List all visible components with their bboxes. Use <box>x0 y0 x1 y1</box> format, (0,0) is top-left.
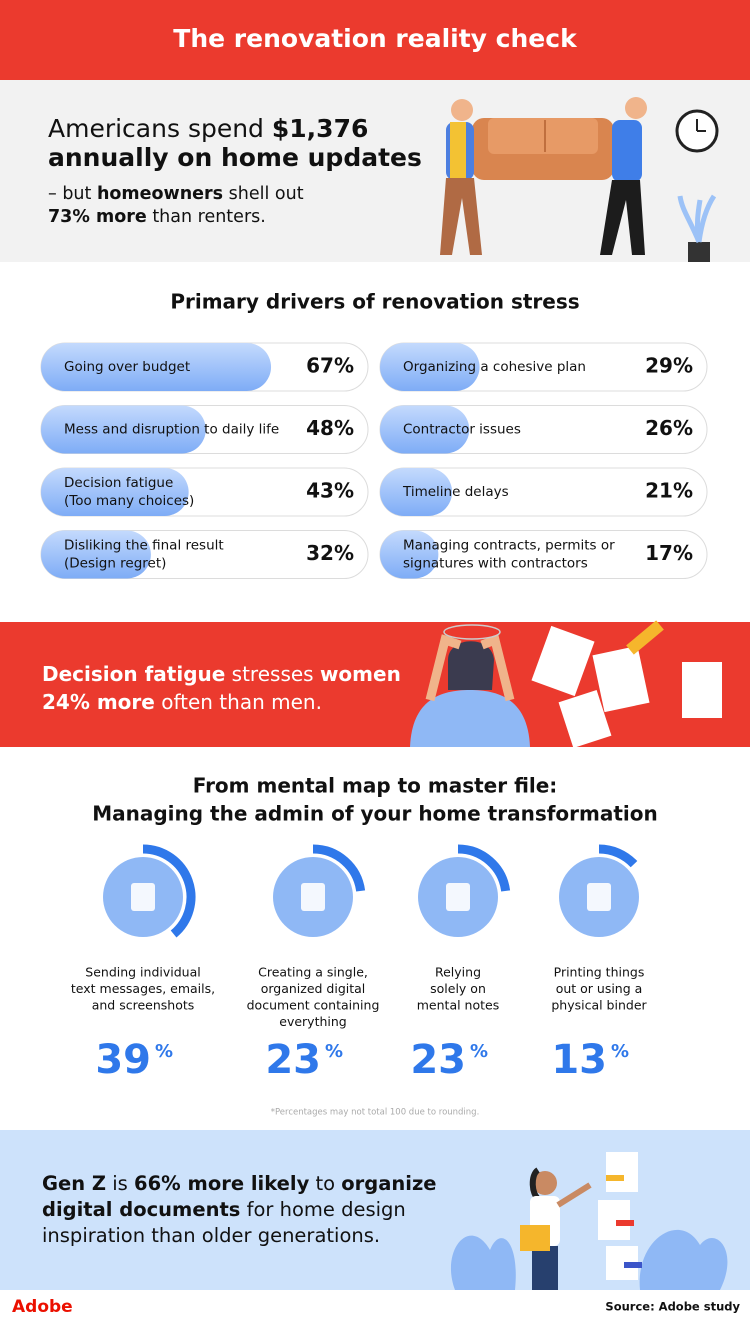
pill-value: 48% <box>306 416 354 440</box>
item-label: physical binder <box>551 998 647 1013</box>
genz-text-run: Gen Z <box>42 1172 106 1195</box>
item-label: Creating a single, <box>258 965 368 980</box>
intro-subtext-run: than renters. <box>147 207 266 227</box>
brand-logo: Adobe <box>12 1297 73 1317</box>
intro-headline-run: annually on home updates <box>48 143 422 172</box>
icon-glyph <box>587 883 611 911</box>
section-title: Managing the admin of your home transfor… <box>92 802 658 826</box>
pill-value: 17% <box>645 541 693 565</box>
pill-label: Disliking the final result <box>64 538 224 554</box>
intro-subtext: 73% more than renters. <box>48 207 266 227</box>
pill-label: Mess and disruption to daily life <box>64 422 279 438</box>
footnote: *Percentages may not total 100 due to ro… <box>271 1108 480 1118</box>
pill-label: signatures with contractors <box>403 556 588 572</box>
intro-subtext-run: homeowners <box>97 184 223 204</box>
pill-bar <box>41 405 206 454</box>
pill-label: (Too many choices) <box>64 493 194 509</box>
item-label: Relying <box>435 965 481 980</box>
icon-glyph <box>131 883 155 911</box>
item-label: and screenshots <box>92 998 195 1013</box>
item-unit: % <box>611 1041 629 1062</box>
genz-text-run: to <box>309 1172 341 1195</box>
pill-value: 21% <box>645 479 693 503</box>
intro-subtext-run: 73% more <box>48 207 147 227</box>
share-arc <box>312 844 366 892</box>
callout-text: 24% more often than men. <box>42 690 322 714</box>
genz-text-run: inspiration than older generations. <box>42 1224 380 1247</box>
intro-subtext-run: – but <box>48 184 97 204</box>
item-label: mental notes <box>417 998 499 1013</box>
pill-bar <box>380 468 453 516</box>
share-arc <box>142 844 196 938</box>
item-value: 23 <box>410 1037 466 1083</box>
pill-label: Timeline delays <box>402 484 509 500</box>
pill-bar <box>41 343 272 391</box>
pill-value: 32% <box>306 541 354 565</box>
genz-text: Gen Z is 66% more likely to organize <box>42 1172 437 1195</box>
page-title: The renovation reality check <box>173 24 578 53</box>
pill-label: Going over budget <box>64 359 190 375</box>
callout-text-run: 24% more <box>42 690 155 714</box>
item-label: organized digital <box>261 981 366 996</box>
item-value: 39 <box>95 1037 151 1083</box>
item-value: 13 <box>551 1037 607 1083</box>
item-label: document containing <box>247 998 380 1013</box>
pill-bar <box>380 530 439 579</box>
item-label: Sending individual <box>85 965 200 980</box>
share-arc <box>457 844 511 892</box>
intro-headline: annually on home updates <box>48 143 422 172</box>
pill-label: (Design regret) <box>64 556 166 572</box>
callout-text-run: Decision fatigue <box>42 662 225 686</box>
share-arc <box>598 844 638 868</box>
genz-text-run: for home design <box>240 1198 405 1221</box>
icon-glyph <box>301 883 325 911</box>
pill-value: 26% <box>645 416 693 440</box>
pill-bar <box>380 343 480 391</box>
pill-bar <box>41 468 189 516</box>
icon-glyph <box>446 883 470 911</box>
item-unit: % <box>155 1041 173 1062</box>
callout-text-run: stresses <box>225 662 320 686</box>
intro-subtext-run: shell out <box>223 184 304 204</box>
callout-text: Decision fatigue stresses women <box>42 662 401 686</box>
callout-text-run: women <box>320 662 401 686</box>
genz-text-run: organize <box>341 1172 436 1195</box>
intro-headline-run: $1,376 <box>272 114 368 143</box>
intro-headline: Americans spend $1,376 <box>48 114 368 143</box>
movers-illustration <box>440 97 719 262</box>
genz-text: digital documents for home design <box>42 1198 406 1221</box>
section-title: From mental map to master file: <box>193 774 558 798</box>
item-label: text messages, emails, <box>71 981 215 996</box>
item-value: 23 <box>265 1037 321 1083</box>
pill-bar <box>380 405 470 454</box>
stressed-woman-illustration <box>410 620 722 749</box>
item-label: solely on <box>430 981 486 996</box>
pill-label: Decision fatigue <box>64 475 173 491</box>
item-label: out or using a <box>556 981 643 996</box>
source-note: Source: Adobe study <box>605 1300 740 1314</box>
pill-label: Organizing a cohesive plan <box>403 359 586 375</box>
genz-text-run: digital documents <box>42 1198 240 1221</box>
intro-subtext: – but homeowners shell out <box>48 184 304 204</box>
genz-text: inspiration than older generations. <box>42 1224 380 1247</box>
pill-label: Managing contracts, permits or <box>403 538 615 554</box>
section-title: Primary drivers of renovation stress <box>170 290 579 314</box>
item-label: Printing things <box>554 965 645 980</box>
pill-label: Contractor issues <box>403 422 521 438</box>
pill-value: 43% <box>306 479 354 503</box>
pill-bar <box>41 530 151 579</box>
header-band <box>0 0 750 80</box>
genz-text-run: is <box>106 1172 134 1195</box>
intro-headline-run: Americans spend <box>48 114 272 143</box>
gen-z-illustration <box>450 1152 728 1290</box>
genz-text-run: 66% more likely <box>134 1172 310 1195</box>
pill-value: 29% <box>645 354 693 378</box>
callout-text-run: often than men. <box>155 690 322 714</box>
item-unit: % <box>470 1041 488 1062</box>
item-label: everything <box>279 1014 346 1029</box>
item-unit: % <box>325 1041 343 1062</box>
pill-value: 67% <box>306 354 354 378</box>
